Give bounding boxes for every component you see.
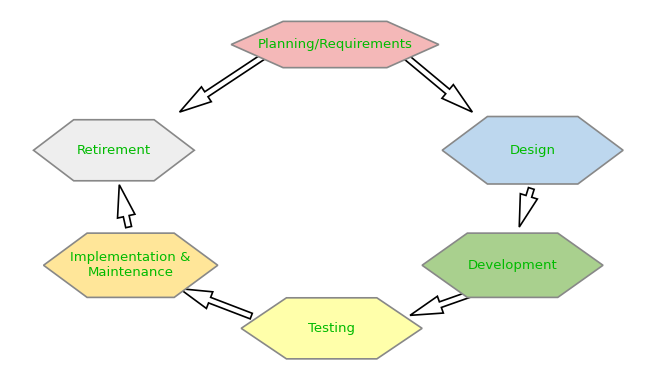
Polygon shape	[400, 51, 472, 112]
Text: Planning/Requirements: Planning/Requirements	[257, 38, 413, 51]
Polygon shape	[117, 185, 135, 228]
Polygon shape	[34, 120, 194, 181]
Polygon shape	[180, 51, 269, 112]
Text: Design: Design	[510, 144, 555, 157]
Polygon shape	[519, 188, 537, 227]
Polygon shape	[44, 233, 218, 298]
Text: Testing: Testing	[308, 322, 355, 335]
Polygon shape	[180, 289, 253, 319]
Polygon shape	[231, 22, 439, 68]
Text: Implementation &
Maintenance: Implementation & Maintenance	[70, 251, 191, 279]
Text: Development: Development	[468, 259, 557, 272]
Polygon shape	[241, 298, 422, 359]
Text: Retirement: Retirement	[77, 144, 151, 157]
Polygon shape	[442, 116, 623, 184]
Polygon shape	[422, 233, 603, 298]
Polygon shape	[410, 286, 486, 315]
